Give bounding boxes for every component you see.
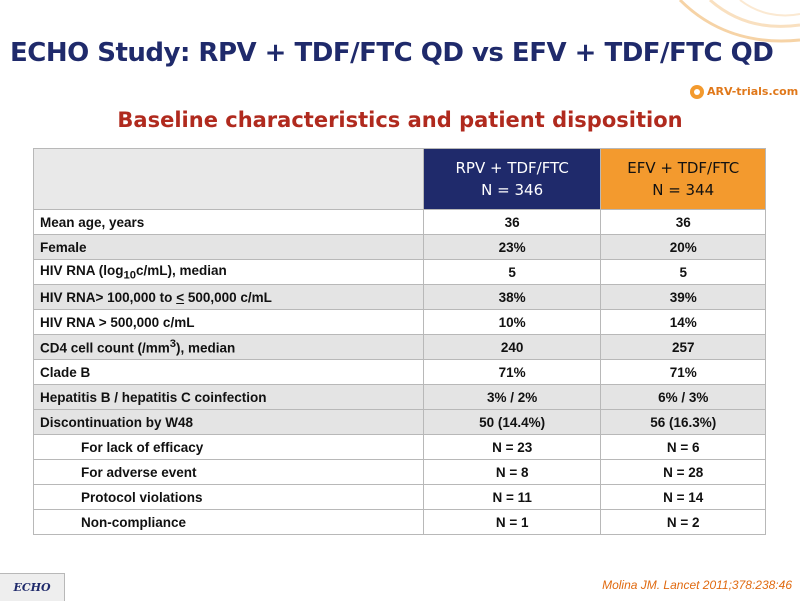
row-label: Discontinuation by W48: [33, 409, 424, 435]
header-rpv-name: RPV + TDF/FTC: [455, 159, 569, 177]
arv-trials-logo[interactable]: ARV-trials.com: [690, 82, 799, 102]
table-row: HIV RNA > 500,000 c/mL 10% 14%: [33, 309, 766, 335]
rpv-value: 38%: [422, 284, 602, 310]
label-part: 500,000 c/mL: [184, 289, 272, 305]
row-label: Non-compliance: [33, 509, 424, 535]
rpv-value: 240: [422, 334, 602, 360]
citation: Molina JM. Lancet 2011;378:238:46: [602, 578, 792, 592]
header-rpv: RPV + TDF/FTC N = 346: [422, 148, 602, 210]
rpv-value: N = 1: [422, 509, 602, 535]
rpv-value: N = 23: [422, 434, 602, 460]
table-row: For adverse event N = 8 N = 28: [33, 459, 766, 485]
rpv-value: 50 (14.4%): [422, 409, 602, 435]
table-row: CD4 cell count (/mm3), median 240 257: [33, 334, 766, 360]
row-label: Protocol violations: [33, 484, 424, 510]
row-label: For lack of efficacy: [33, 434, 424, 460]
header-efv-name: EFV + TDF/FTC: [627, 159, 740, 177]
row-label: CD4 cell count (/mm3), median: [33, 334, 424, 360]
efv-value: 6% / 3%: [600, 384, 766, 410]
label-part: HIV RNA> 100,000 to: [40, 289, 177, 305]
label-part: HIV RNA (log: [40, 262, 124, 278]
slide-title: ECHO Study: RPV + TDF/FTC QD vs EFV + TD…: [10, 38, 774, 68]
table-row: Hepatitis B / hepatitis C coinfection 3%…: [33, 384, 766, 410]
rpv-value: 3% / 2%: [422, 384, 602, 410]
efv-value: 39%: [600, 284, 766, 310]
header-efv-n: N = 344: [652, 181, 715, 199]
table-header-row: RPV + TDF/FTC N = 346 EFV + TDF/FTC N = 34…: [33, 148, 766, 210]
efv-value: 71%: [600, 359, 766, 385]
table-row: Mean age, years 36 36: [33, 209, 766, 235]
label-subscript: 10: [123, 269, 137, 282]
table-row: HIV RNA (log10c/mL), median 5 5: [33, 259, 766, 285]
efv-value: 36: [600, 209, 766, 235]
slide-subtitle: Baseline characteristics and patient dis…: [117, 108, 683, 132]
efv-value: 257: [600, 334, 766, 360]
logo-mark-icon: [690, 85, 704, 99]
row-label: Clade B: [33, 359, 424, 385]
rpv-value: 23%: [422, 234, 602, 260]
label-part: c/mL), median: [136, 262, 227, 278]
baseline-table: RPV + TDF/FTC N = 346 EFV + TDF/FTC N = 34…: [33, 148, 766, 535]
row-label: Female: [33, 234, 424, 260]
efv-value: N = 28: [600, 459, 766, 485]
rpv-value: 5: [422, 259, 602, 285]
table-row: Female 23% 20%: [33, 234, 766, 260]
header-efv: EFV + TDF/FTC N = 344: [600, 148, 766, 210]
header-blank-cell: [33, 148, 424, 210]
table-row: Discontinuation by W48 50 (14.4%) 56 (16…: [33, 409, 766, 435]
efv-value: 5: [600, 259, 766, 285]
row-label: Mean age, years: [33, 209, 424, 235]
efv-value: 56 (16.3%): [600, 409, 766, 435]
study-badge: ECHO: [0, 573, 65, 601]
header-rpv-n: N = 346: [481, 181, 544, 199]
decorative-swirl: [678, 0, 800, 43]
label-part: ), median: [176, 340, 236, 356]
label-underlined-symbol: <: [176, 289, 185, 305]
row-label: Hepatitis B / hepatitis C coinfection: [33, 384, 424, 410]
table-row: HIV RNA> 100,000 to < 500,000 c/mL 38% 3…: [33, 284, 766, 310]
rpv-value: 71%: [422, 359, 602, 385]
row-label: HIV RNA > 500,000 c/mL: [33, 309, 424, 335]
logo-text: ARV-trials.com: [707, 85, 799, 98]
label-superscript: 3: [169, 338, 177, 351]
label-part: CD4 cell count (/mm: [40, 340, 170, 356]
rpv-value: N = 8: [422, 459, 602, 485]
row-label: For adverse event: [33, 459, 424, 485]
table-row: Clade B 71% 71%: [33, 359, 766, 385]
efv-value: 20%: [600, 234, 766, 260]
row-label: HIV RNA (log10c/mL), median: [33, 259, 424, 285]
table-row: Protocol violations N = 11 N = 14: [33, 484, 766, 510]
rpv-value: 10%: [422, 309, 602, 335]
efv-value: N = 14: [600, 484, 766, 510]
table-row: Non-compliance N = 1 N = 2: [33, 509, 766, 535]
efv-value: N = 6: [600, 434, 766, 460]
row-label: HIV RNA> 100,000 to < 500,000 c/mL: [33, 284, 424, 310]
efv-value: 14%: [600, 309, 766, 335]
rpv-value: 36: [422, 209, 602, 235]
efv-value: N = 2: [600, 509, 766, 535]
table-row: For lack of efficacy N = 23 N = 6: [33, 434, 766, 460]
rpv-value: N = 11: [422, 484, 602, 510]
